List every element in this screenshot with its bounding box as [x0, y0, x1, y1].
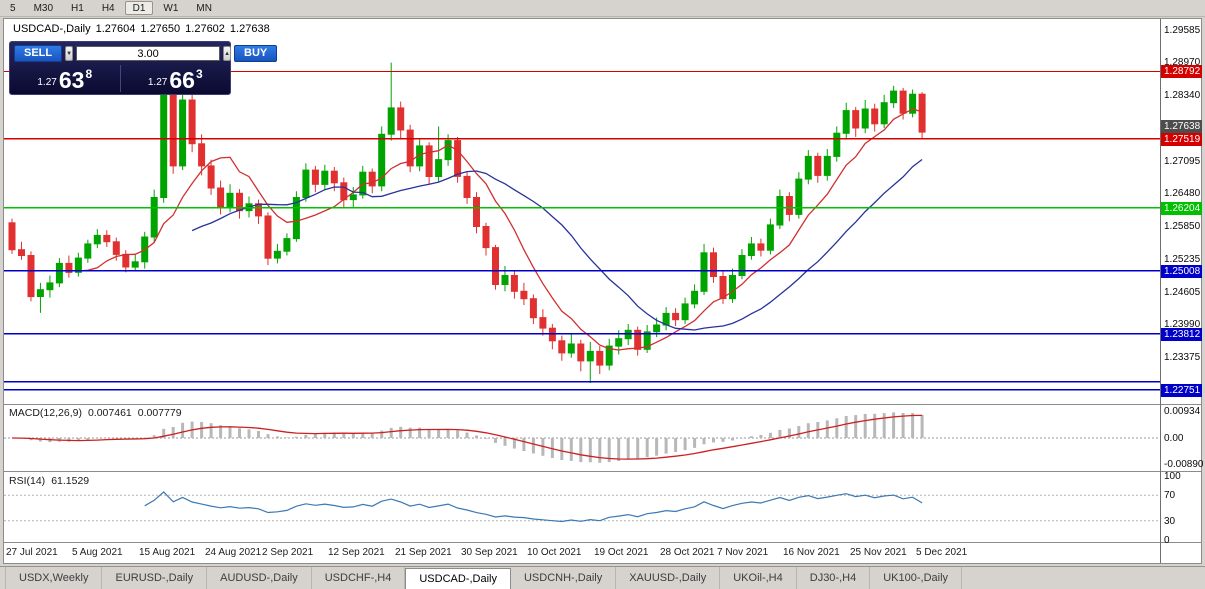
sell-price-big: 63 [58, 67, 85, 93]
period-button-m30[interactable]: M30 [33, 3, 54, 14]
chart-tab-bar: USDX,Weekly EURUSD-,Daily AUDUSD-,Daily USD… [0, 566, 1205, 589]
rsi-value: 61.1529 [51, 475, 90, 487]
quote-low: 1.27602 [185, 23, 225, 35]
axis-label: 0 [1164, 535, 1170, 546]
price-badge: 1.22751 [1161, 384, 1202, 397]
date-label: 24 Aug 2021 [205, 547, 262, 558]
axis-label: 1.24605 [1164, 287, 1201, 298]
period-button-d1[interactable]: D1 [124, 1, 154, 15]
buy-price-prefix: 1.27 [147, 77, 168, 88]
price-badge: 1.27519 [1161, 133, 1202, 146]
axis-label: 1.28970 [1164, 57, 1201, 68]
axis-label: 1.23375 [1164, 352, 1201, 363]
axis-label: 70 [1164, 490, 1176, 501]
pane-separator[interactable] [4, 404, 1201, 405]
date-label: 15 Aug 2021 [139, 547, 196, 558]
chart-tab-usdx-weekly[interactable]: USDX,Weekly [5, 567, 103, 589]
sell-button[interactable]: SELL [14, 45, 63, 62]
date-label: 30 Sep 2021 [461, 547, 518, 558]
sell-price-prefix: 1.27 [37, 77, 57, 88]
chart-tab-dj30-h4[interactable]: DJ30-,H4 [797, 567, 871, 589]
axis-label: 1.26480 [1164, 188, 1201, 199]
chart-tab-uk100-daily[interactable]: UK100-,Daily [870, 567, 963, 589]
buy-price-big: 66 [169, 67, 195, 93]
volume-increase-button[interactable]: ▲ [223, 46, 232, 61]
one-click-trading-panel: SELL ▼ ▲ BUY 1.27 63 8 1.27 66 3 [9, 41, 278, 95]
date-label: 7 Nov 2021 [717, 547, 769, 558]
quote-open: 1.27604 [95, 23, 136, 35]
triangle-up-icon: ▲ [224, 50, 231, 57]
volume-input[interactable] [76, 46, 221, 61]
date-label: 25 Nov 2021 [850, 547, 907, 558]
chart-tab-usdcnh-daily[interactable]: USDCNH-,Daily [511, 567, 617, 589]
chart-tab-usdchf-h4[interactable]: USDCHF-,H4 [312, 567, 406, 589]
macd-indicator-label: MACD(12,26,9) 0.007461 0.007779 [9, 407, 188, 419]
period-button-5[interactable]: 5 [10, 3, 16, 14]
triangle-down-icon: ▼ [66, 50, 73, 57]
axis-label: 1.23990 [1164, 319, 1201, 330]
date-label: 10 Oct 2021 [527, 547, 582, 558]
pane-separator[interactable] [4, 471, 1201, 472]
macd-value-signal: 0.007779 [137, 407, 182, 419]
period-button-mn[interactable]: MN [196, 3, 212, 14]
rsi-indicator-label: RSI(14) 61.1529 [9, 475, 95, 487]
price-badge: 1.23812 [1161, 328, 1202, 341]
volume-decrease-button[interactable]: ▼ [65, 46, 74, 61]
chart-tab-usdcad-daily[interactable]: USDCAD-,Daily [405, 568, 511, 589]
price-axis[interactable]: 1.295851.289701.283401.277251.270951.264… [1161, 19, 1204, 563]
price-divider [119, 65, 121, 92]
date-label: 12 Sep 2021 [328, 547, 385, 558]
date-label: 5 Aug 2021 [72, 547, 123, 558]
date-label: 5 Dec 2021 [916, 547, 968, 558]
axis-label: 1.28340 [1164, 90, 1201, 101]
sell-price-pip: 8 [85, 67, 93, 81]
axis-label: 1.27095 [1164, 156, 1201, 167]
chart-tab-eurusd-daily[interactable]: EURUSD-,Daily [102, 567, 208, 589]
macd-value-main: 0.007461 [87, 407, 132, 419]
axis-label: 1.25850 [1164, 221, 1201, 232]
date-label: 27 Jul 2021 [6, 547, 58, 558]
date-label: 28 Oct 2021 [660, 547, 715, 558]
price-badge: 1.28792 [1161, 65, 1202, 78]
axis-label: 100 [1164, 471, 1181, 482]
axis-label: 0.00934 [1164, 406, 1201, 417]
date-label: 2 Sep 2021 [262, 547, 314, 558]
axis-label: 30 [1164, 516, 1176, 527]
chart-window[interactable]: USDCAD-,Daily 1.27604 1.27650 1.27602 1.2763… [3, 18, 1204, 564]
price-badge: 1.26204 [1161, 202, 1202, 215]
macd-name: MACD(12,26,9) [9, 407, 82, 419]
buy-button[interactable]: BUY [234, 45, 278, 62]
period-button-w1[interactable]: W1 [163, 3, 179, 14]
sell-price: 1.27 63 8 [10, 63, 120, 94]
date-label: 16 Nov 2021 [783, 547, 840, 558]
rsi-name: RSI(14) [9, 475, 46, 487]
buy-price: 1.27 66 3 [121, 63, 231, 94]
chart-tab-ukoil-h4[interactable]: UKOil-,H4 [720, 567, 797, 589]
date-label: 19 Oct 2021 [594, 547, 649, 558]
price-axis-divider [1160, 19, 1161, 563]
period-button-h4[interactable]: H4 [101, 3, 115, 14]
axis-label: 0.00 [1164, 433, 1184, 444]
quote-high: 1.27650 [140, 23, 181, 35]
period-button-h1[interactable]: H1 [71, 3, 84, 14]
price-badge: 1.25008 [1161, 265, 1202, 278]
symbol-title: USDCAD-,Daily [13, 23, 91, 35]
pane-separator[interactable] [4, 542, 1201, 543]
axis-label: 1.25235 [1164, 254, 1201, 265]
quote-close: 1.27638 [229, 23, 270, 35]
buy-price-pip: 3 [195, 67, 203, 81]
axis-label: -0.00890 [1164, 459, 1204, 470]
price-badge: 1.27638 [1161, 120, 1202, 133]
axis-label: 1.29585 [1164, 25, 1201, 36]
timeframe-toolbar: 5 M30 H1 H4 D1 W1 MN [0, 0, 1205, 17]
date-axis[interactable]: 27 Jul 2021 5 Aug 2021 15 Aug 2021 24 Aug 2… [4, 543, 1160, 563]
chart-tab-xauusd-daily[interactable]: XAUUSD-,Daily [616, 567, 721, 589]
symbol-quote-line: USDCAD-,Daily 1.27604 1.27650 1.27602 1.2763… [13, 23, 275, 35]
candlestick-chart-canvas[interactable] [4, 19, 1160, 543]
date-label: 21 Sep 2021 [395, 547, 452, 558]
chart-tab-audusd-daily[interactable]: AUDUSD-,Daily [207, 567, 312, 589]
